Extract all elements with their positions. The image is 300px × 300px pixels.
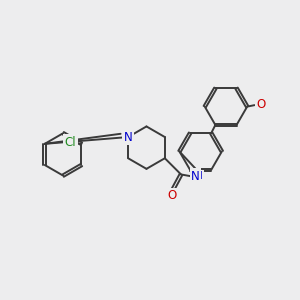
Text: O: O: [256, 98, 266, 111]
Text: Cl: Cl: [64, 136, 76, 149]
Text: N: N: [191, 170, 200, 183]
Text: N: N: [124, 130, 133, 143]
Text: O: O: [168, 189, 177, 202]
Text: H: H: [195, 171, 203, 181]
